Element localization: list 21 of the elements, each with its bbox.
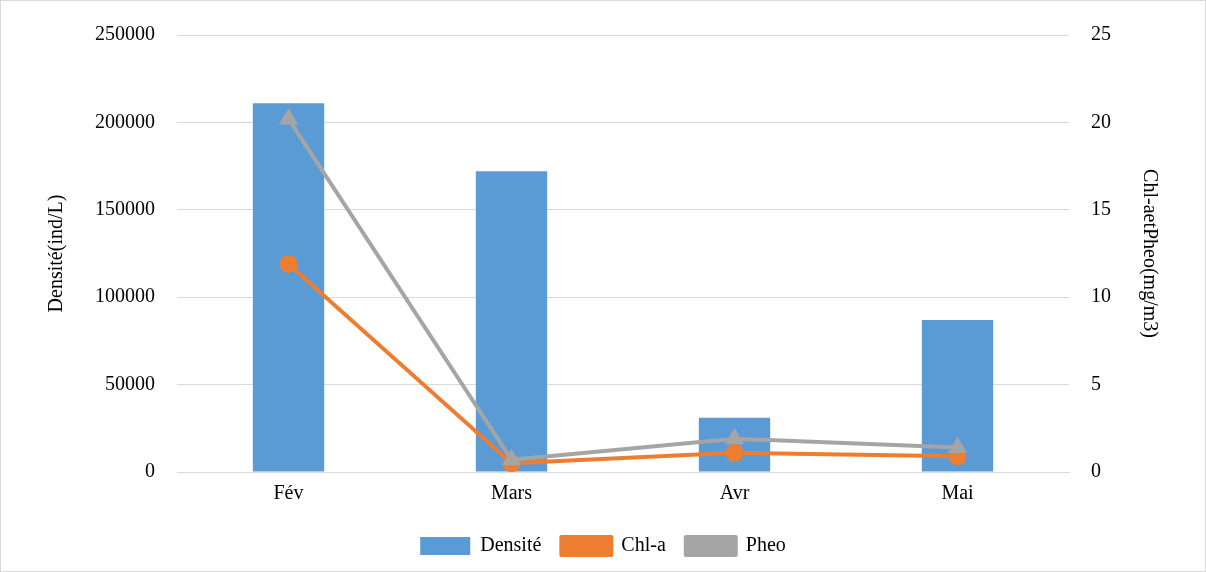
y-tick-label: 0 (145, 459, 155, 482)
x-tick-label: Mars (490, 481, 533, 504)
legend-label: Pheo (745, 533, 786, 556)
y2-axis-title: Chl-aetPheo(mg/m3) (1138, 169, 1162, 338)
x-tick-label: Avr (719, 481, 750, 504)
y2-tick-label: 25 (1091, 22, 1111, 45)
y-tick-label: 250000 (95, 22, 155, 45)
y-axis-title: Densité(ind/L) (44, 194, 68, 313)
y2-tick-label: 0 (1091, 459, 1101, 482)
y2-tick-label: 15 (1091, 197, 1111, 220)
y-tick-label: 200000 (95, 109, 155, 132)
y-tick-label: 100000 (95, 284, 155, 307)
y2-tick-label: 5 (1091, 371, 1101, 394)
y2-tick-label: 10 (1091, 284, 1111, 307)
y2-tick-label: 20 (1091, 109, 1111, 132)
y-tick-label: 150000 (95, 197, 155, 220)
legend-label: Chl-a (621, 533, 666, 556)
x-tick-label: Fév (273, 481, 304, 504)
x-tick-label: Mai (941, 481, 975, 504)
y-tick-label: 50000 (105, 371, 155, 394)
legend-label: Densité (480, 533, 542, 556)
